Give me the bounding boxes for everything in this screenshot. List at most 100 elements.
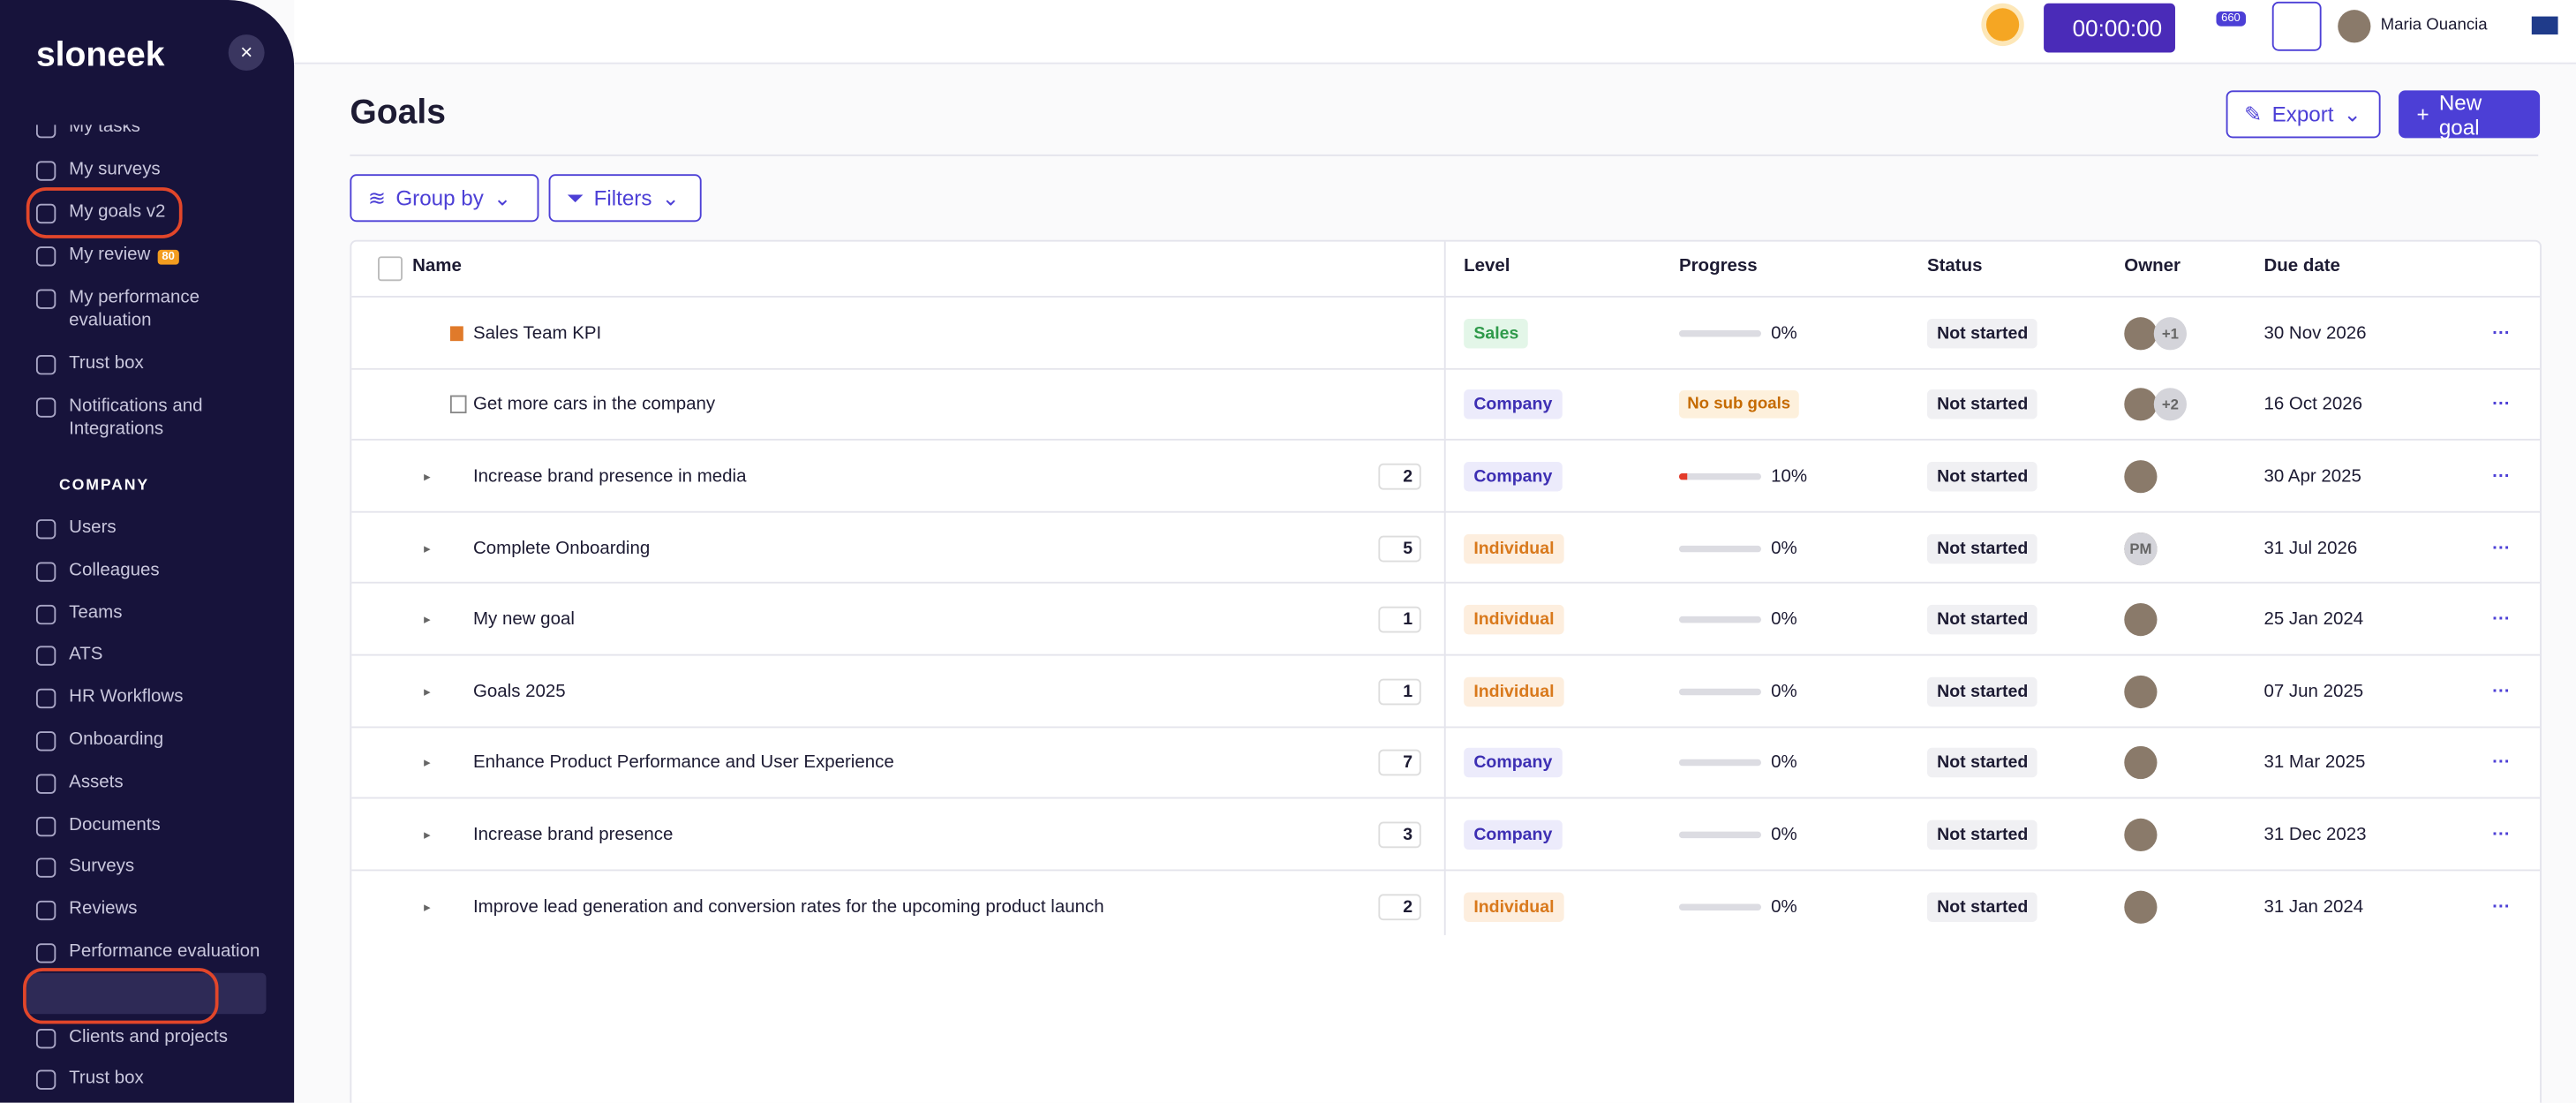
status-badge: Not started bbox=[1926, 820, 2038, 850]
table-row[interactable]: ▸ Complete Onboarding 5 Individual 0% Not sta… bbox=[351, 510, 2541, 584]
level-badge: Individual bbox=[1464, 605, 1564, 635]
menu-item[interactable]: Performance evaluation bbox=[35, 940, 267, 963]
table-row[interactable]: Get more cars in the company Company No su… bbox=[351, 367, 2541, 441]
row-menu[interactable]: ··· bbox=[2492, 753, 2511, 774]
table-row[interactable]: ▸ Increase brand presence 3 Company 0% Not st… bbox=[351, 797, 2541, 871]
menu-item[interactable]: ATS bbox=[35, 643, 267, 667]
progress-label: 10% bbox=[1771, 466, 1808, 487]
expand-toggle[interactable]: ▸ bbox=[424, 540, 431, 556]
menu-item[interactable]: Reviews bbox=[35, 897, 267, 921]
table-row[interactable]: ▸ Goals 2025 1 Individual 0% Not started 07 Ju… bbox=[351, 653, 2541, 728]
menu-label: My performance evaluation bbox=[69, 287, 200, 331]
menu-item[interactable]: Onboarding bbox=[35, 728, 267, 752]
select-all[interactable] bbox=[378, 256, 403, 282]
icon bbox=[35, 774, 56, 794]
owner-avatar bbox=[2124, 889, 2158, 924]
menu-item[interactable]: Trust box bbox=[35, 351, 267, 375]
column-header[interactable]: Due date bbox=[2263, 256, 2340, 276]
row-menu[interactable]: ··· bbox=[2492, 538, 2511, 558]
icon bbox=[35, 816, 56, 836]
menu-item[interactable]: Surveys bbox=[35, 855, 267, 879]
subgoal-count: 1 bbox=[1378, 607, 1421, 633]
menu-item[interactable]: HR Workflows bbox=[35, 685, 267, 709]
expand-toggle[interactable]: ▸ bbox=[424, 755, 431, 771]
progress-track bbox=[1678, 472, 1761, 480]
menu-item[interactable]: Teams bbox=[35, 601, 267, 624]
section-title[interactable]: COMPANY bbox=[58, 476, 150, 495]
user-name[interactable]: Maria Ouancia bbox=[2380, 16, 2488, 35]
progress-label: 0% bbox=[1771, 538, 1797, 558]
table-row[interactable]: ▸ Enhance Product Performance and User Ex… bbox=[351, 725, 2541, 799]
menu-label: Colleagues bbox=[69, 560, 160, 580]
column-header[interactable]: Status bbox=[1926, 256, 1983, 276]
goals-table: Name Level Progress Status Owner Due date Sale… bbox=[350, 239, 2542, 1103]
menu-item[interactable]: Users bbox=[35, 516, 267, 540]
goal-name: Get more cars in the company bbox=[472, 395, 716, 415]
highlight bbox=[23, 968, 219, 1024]
expand-toggle[interactable]: ▸ bbox=[424, 469, 431, 485]
expand-toggle[interactable]: ▸ bbox=[424, 612, 431, 628]
progress-track bbox=[1678, 545, 1761, 552]
menu-item[interactable]: My review 80 bbox=[35, 243, 267, 269]
group-by-button[interactable]: ≋ Group by ⌄ bbox=[350, 174, 539, 223]
menu-item[interactable]: Notifications and Integrations bbox=[35, 395, 267, 441]
ai-button[interactable] bbox=[2271, 1, 2322, 51]
expand-toggle[interactable]: ▸ bbox=[424, 684, 431, 699]
row-menu[interactable]: ··· bbox=[2492, 681, 2511, 702]
row-menu[interactable]: ··· bbox=[2492, 609, 2511, 631]
row-menu[interactable]: ··· bbox=[2492, 466, 2511, 487]
icon bbox=[35, 125, 56, 139]
table-row[interactable]: ▸ My new goal 1 Individual 0% Not started 25 J… bbox=[351, 582, 2541, 656]
owner-avatar bbox=[2124, 675, 2158, 708]
menu-label: My review 80 bbox=[69, 243, 180, 269]
menu-item[interactable]: Documents bbox=[35, 812, 267, 836]
row-menu[interactable]: ··· bbox=[2492, 323, 2511, 344]
row-menu[interactable]: ··· bbox=[2492, 395, 2511, 415]
owner-avatar bbox=[2124, 388, 2158, 422]
filters-button[interactable]: ⏷ Filters ⌄ bbox=[548, 174, 702, 223]
menu-item[interactable]: My surveys bbox=[35, 158, 267, 181]
owner-extra: +2 bbox=[2153, 388, 2187, 422]
icon bbox=[35, 646, 56, 667]
table-row[interactable]: ▸ Increase brand presence in media 2 Compan… bbox=[351, 439, 2541, 512]
menu-item[interactable]: Trust box bbox=[35, 1068, 267, 1091]
table-row[interactable]: Sales Team KPI Sales 0% Not started +1 30 Nov… bbox=[351, 295, 2541, 369]
row-menu[interactable]: ··· bbox=[2492, 825, 2511, 845]
level-badge: Individual bbox=[1464, 891, 1564, 922]
icon bbox=[35, 1028, 56, 1048]
menu-label: Notifications and Integrations bbox=[69, 396, 203, 439]
close-button[interactable]: × bbox=[228, 34, 265, 72]
subgoal-count: 1 bbox=[1378, 678, 1421, 705]
flag[interactable] bbox=[2531, 16, 2558, 35]
export-button[interactable]: ✎ Export ⌄ bbox=[2226, 90, 2381, 139]
row-menu[interactable]: ··· bbox=[2492, 896, 2511, 917]
menu-item[interactable]: My performance evaluation bbox=[35, 286, 267, 332]
menu-item[interactable]: My tasks bbox=[35, 125, 267, 139]
active-bg bbox=[26, 972, 267, 1015]
icon bbox=[35, 689, 56, 709]
expand-toggle[interactable]: ▸ bbox=[424, 899, 431, 914]
menu-item[interactable]: Clients and projects bbox=[35, 1025, 267, 1048]
progress-warning: No sub goals bbox=[1678, 390, 1799, 419]
new-goal-button[interactable]: + New goal bbox=[2399, 89, 2541, 139]
column-header[interactable]: Progress bbox=[1678, 256, 1758, 276]
due-date: 31 Mar 2025 bbox=[2263, 753, 2366, 774]
icon bbox=[35, 731, 56, 752]
goal-name: Increase brand presence bbox=[472, 825, 674, 845]
goal-name: Sales Team KPI bbox=[472, 323, 602, 344]
column-header[interactable]: Name bbox=[412, 256, 462, 276]
menu-label: Surveys bbox=[69, 857, 135, 877]
progress-label: 0% bbox=[1771, 681, 1797, 702]
progress-track bbox=[1678, 903, 1761, 910]
expand-toggle[interactable]: ▸ bbox=[424, 827, 431, 842]
divider bbox=[350, 154, 2539, 156]
column-header[interactable]: Level bbox=[1464, 256, 1510, 276]
owner-extra: PM bbox=[2124, 532, 2158, 565]
timer[interactable]: 00:00:00 bbox=[2044, 3, 2175, 53]
menu-label: ATS bbox=[69, 645, 103, 665]
menu-item[interactable]: Assets bbox=[35, 770, 267, 794]
table-row[interactable]: ▸ Improve lead generation and conversion … bbox=[351, 869, 2541, 942]
menu-item[interactable]: Colleagues bbox=[35, 558, 267, 582]
notification-badge[interactable]: 660 bbox=[2216, 11, 2246, 26]
subgoal-count: 7 bbox=[1378, 750, 1421, 777]
